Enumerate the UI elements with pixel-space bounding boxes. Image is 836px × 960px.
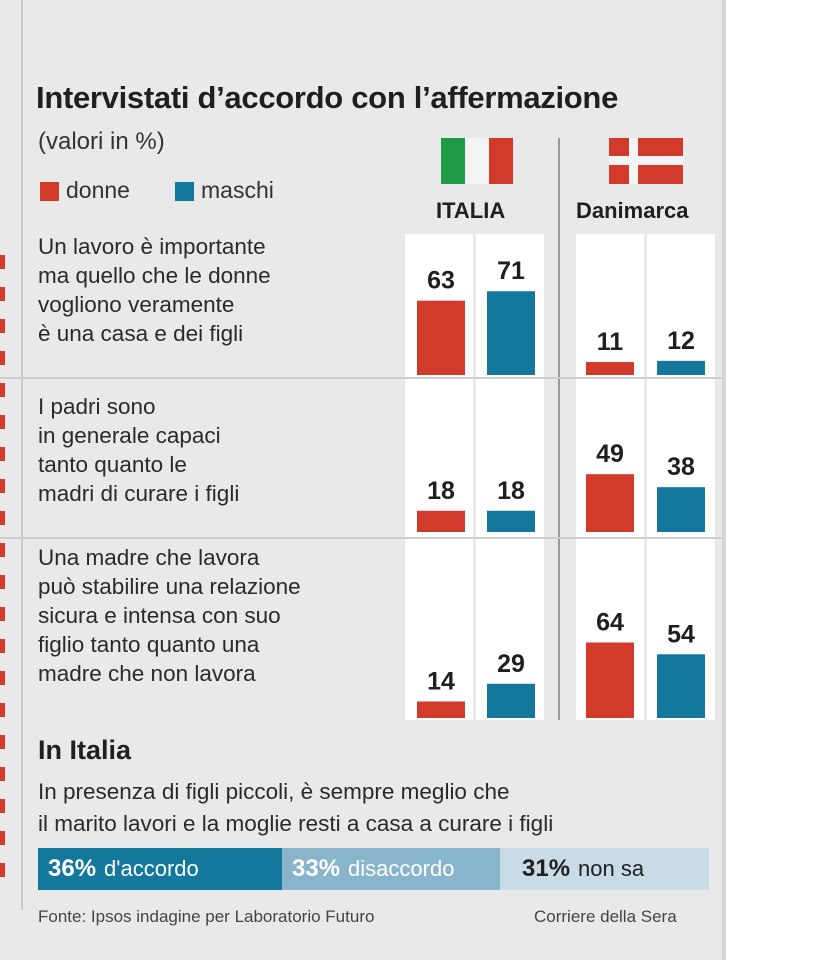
data-label: 49 [596,440,624,468]
data-label: 38 [667,453,695,481]
bar-danimarca-maschi-q3 [657,654,705,718]
legend-swatch-donne [40,182,59,201]
data-label: 29 [497,650,525,678]
legend-label-maschi: maschi [201,177,274,203]
denmark-flag-icon [609,138,683,184]
stacked-segment-disaccordo: 33% disaccordo [282,848,500,890]
country-label-italia: ITALIA [436,198,506,223]
section-question: In presenza di figli piccoli, è sempre m… [38,779,554,836]
question-1: Un lavoro è importante ma quello che le … [38,234,271,346]
row-divider [0,537,722,539]
legend-swatch-maschi [175,182,194,201]
data-label: 63 [427,267,455,295]
segment-value: 36% [48,855,97,882]
data-label: 71 [497,257,525,285]
bar-danimarca-donne-q1 [586,362,634,375]
bar-italia-donne-q1 [417,300,465,375]
segment-value: 31% [522,855,571,882]
segment-value: 33% [292,855,341,882]
segment-label: d'accordo [104,856,199,881]
data-label: 12 [667,327,695,355]
segment-label: disaccordo [348,856,455,881]
chart-subtitle: (valori in %) [38,128,165,155]
bar-danimarca-donne-q3 [586,642,634,718]
segment-label: non sa [578,856,645,881]
section-title: In Italia [38,735,132,765]
data-label: 14 [427,667,455,695]
bar-italia-maschi-q1 [487,291,535,375]
footer-credit: Corriere della Sera [534,907,677,926]
bar-danimarca-donne-q2 [586,474,634,532]
footer-source: Fonte: Ipsos indagine per Laboratorio Fu… [38,907,375,926]
stacked-segment-accordo: 36% d'accordo [38,848,282,890]
bar-italia-maschi-q3 [487,683,535,718]
stacked-segment-non-sa: 31% non sa [500,848,709,890]
bar-italia-maschi-q2 [487,510,535,532]
italy-flag-icon [441,138,513,184]
data-label: 54 [667,620,695,648]
left-edge-ticks [0,255,5,885]
chart-title: Intervistati d’accordo con l’affermazion… [36,80,619,115]
country-label-danimarca: Danimarca [576,198,689,223]
question-3: Una madre che lavora può stabilire una r… [38,545,301,686]
bar-chart: 63 18 14 71 18 29 11 49 64 12 38 54 [417,257,705,718]
question-2: I padri sono in generale capaci tanto qu… [38,394,240,506]
vertical-separator [21,0,23,910]
data-label: 64 [596,608,624,636]
data-label: 18 [497,477,525,505]
bar-italia-donne-q3 [417,701,465,718]
bar-italia-donne-q2 [417,510,465,532]
panel-edge [722,0,726,960]
bar-danimarca-maschi-q1 [657,360,705,375]
country-divider [558,138,560,720]
data-label: 11 [597,328,624,356]
row-divider [0,377,722,379]
data-label: 18 [427,477,455,505]
column-bg-danimarca-maschi [647,234,715,720]
legend-label-donne: donne [66,177,130,203]
bar-danimarca-maschi-q2 [657,487,705,532]
